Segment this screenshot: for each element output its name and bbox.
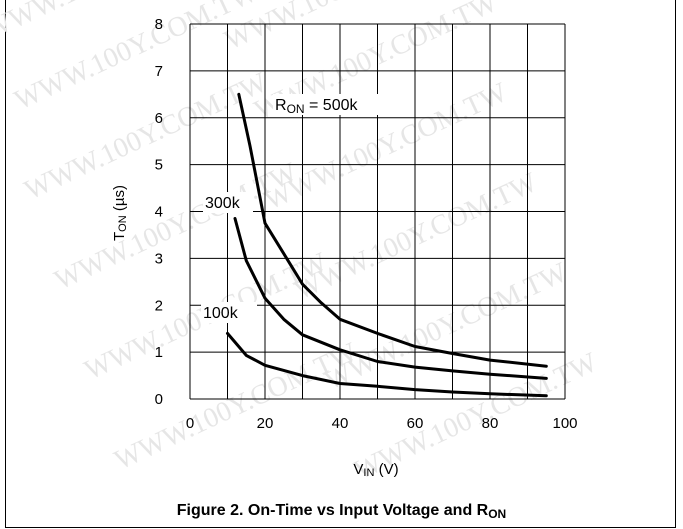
x-tick-label: 80 (482, 415, 499, 432)
x-tick-label: 100 (552, 415, 577, 432)
chart: WWW.100Y.COM.TWWWW.100Y.COM.TWWWW.100Y.C… (0, 0, 602, 486)
series-label: RON = 500k (275, 97, 358, 116)
y-tick-label: 3 (155, 250, 163, 267)
watermark: WWW.100Y.COM.TWWWW.100Y.COM.TWWWW.100Y.C… (0, 0, 602, 486)
series-line (233, 217, 548, 380)
y-tick-label: 7 (155, 63, 163, 80)
y-tick-label: 1 (155, 344, 163, 361)
y-tick-labels: 0 1 2 3 4 5 6 7 8 (155, 16, 163, 408)
series-label: 100k (203, 305, 239, 322)
series-label-bg (273, 94, 403, 115)
x-tick-labels: 0 20 40 60 80 100 (186, 415, 578, 432)
y-tick-label: 4 (155, 204, 163, 221)
y-tick-label: 2 (155, 297, 163, 314)
figure-caption: Figure 2. On-Time vs Input Voltage and R… (176, 502, 507, 521)
series-label-bg (201, 302, 257, 323)
series-label-bg (203, 192, 253, 213)
x-tick-label: 20 (257, 415, 274, 432)
chart-grid (189, 23, 566, 400)
x-axis-label: VIN (V) (353, 461, 398, 479)
x-tick-label: 40 (332, 415, 349, 432)
series-line (237, 92, 548, 368)
series-line (226, 331, 548, 398)
y-tick-label: 8 (155, 16, 163, 33)
y-tick-label: 6 (155, 110, 163, 127)
y-tick-label: 5 (155, 157, 163, 174)
y-tick-label: 0 (155, 391, 163, 408)
x-tick-label: 60 (407, 415, 424, 432)
chart-series (226, 92, 548, 398)
series-label: 300k (205, 195, 241, 212)
y-axis-label: TON (µs) (111, 185, 129, 241)
series-labels: RON = 500k 300k 100k (201, 94, 403, 323)
x-tick-label: 0 (186, 415, 194, 432)
figure-frame (5, 0, 676, 528)
